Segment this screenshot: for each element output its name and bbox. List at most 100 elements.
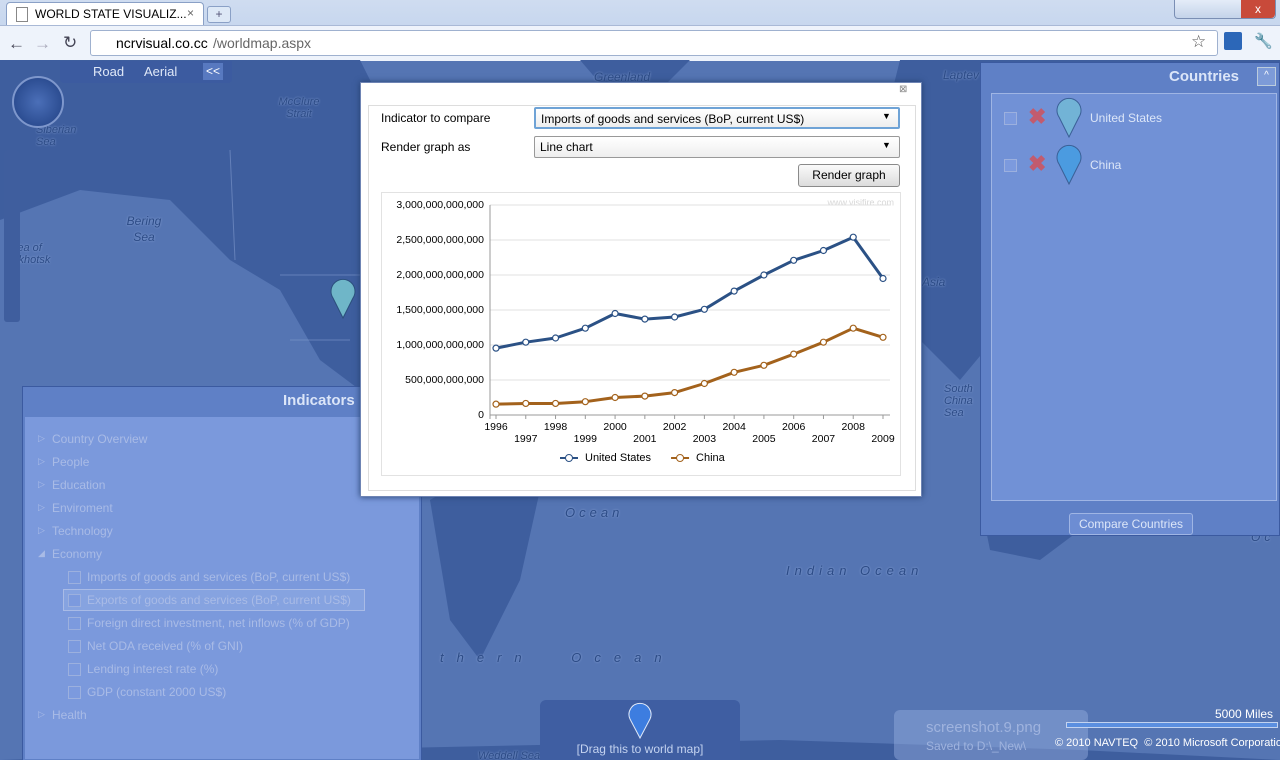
scale-bar (1066, 722, 1278, 728)
tree-arrow: ▷ (38, 709, 45, 719)
drag-hint: [Drag this to world map] (576, 742, 704, 756)
url-domain: ncrvisual.co.cc (116, 35, 208, 51)
indicator-item[interactable]: Foreign direct investment, net inflows (… (87, 616, 350, 630)
tree-item[interactable]: Health (52, 708, 87, 722)
x-tick-label: 2003 (693, 433, 717, 445)
checkbox[interactable] (68, 594, 81, 607)
back-button[interactable]: ← (8, 34, 25, 53)
data-point (730, 368, 738, 376)
x-tick-label: 1997 (514, 433, 538, 445)
dialog-close[interactable]: ⊠ (899, 84, 908, 95)
wrench-menu[interactable]: 🔧 (1254, 33, 1273, 50)
legend-marker (676, 454, 685, 462)
tab-icon (16, 7, 28, 22)
indicator-item[interactable]: Imports of goods and services (BoP, curr… (87, 570, 351, 584)
tree-item[interactable]: Education (52, 478, 106, 492)
x-tick-label: 2006 (782, 421, 806, 433)
reload-button[interactable]: ↻ (63, 33, 78, 52)
legend-label: China (696, 452, 726, 464)
indicator-select[interactable]: Imports of goods and services (BoP, curr… (534, 107, 900, 129)
x-tick-label: 2002 (663, 421, 687, 433)
zoom-bar[interactable] (4, 150, 20, 322)
watermark: www.visifire.com (826, 197, 894, 207)
y-tick-label: 2,000,000,000,000 (396, 269, 484, 281)
indicators-panel: Indicators (22, 386, 422, 760)
collapse-button[interactable]: << (203, 63, 223, 80)
checkbox[interactable] (68, 663, 81, 676)
map-label: McClure Strait (278, 96, 320, 120)
checkbox[interactable] (68, 617, 81, 630)
series-line (495, 326, 884, 406)
road-button[interactable]: Road (93, 64, 125, 79)
tree-item[interactable]: Technology (52, 524, 113, 538)
tree-arrow: ▷ (38, 502, 45, 512)
checkbox[interactable] (68, 686, 81, 699)
map-style-bar: Road Aerial << (60, 61, 232, 83)
tab[interactable]: WORLD STATE VISUALIZ... × (6, 2, 204, 26)
indicator-item[interactable]: Lending interest rate (%) (87, 662, 219, 676)
map-label: Indian Ocean (786, 563, 924, 578)
tree-item[interactable]: People (52, 455, 90, 469)
country-pin (1056, 97, 1082, 139)
data-point (522, 399, 530, 408)
indicator-item[interactable]: GDP (constant 2000 US$) (87, 685, 227, 699)
download-icon[interactable] (1224, 32, 1242, 50)
indicator-item[interactable]: Exports of goods and services (BoP, curr… (87, 593, 351, 607)
new-tab[interactable]: + (207, 6, 231, 23)
forward-button[interactable]: → (34, 34, 51, 53)
data-point (492, 400, 500, 408)
tree-item[interactable]: Enviroment (52, 501, 113, 515)
checkbox[interactable] (1004, 159, 1017, 172)
data-point (641, 315, 649, 323)
countries-panel: Countries ^ ✖ United States ✖ China Comp… (980, 62, 1280, 536)
data-point (641, 392, 649, 400)
map-label: thern Ocean (440, 650, 675, 665)
compare-button[interactable]: Compare Countries (1069, 513, 1193, 535)
selected-row (63, 589, 365, 611)
download-file: screenshot.9.png (926, 719, 1042, 736)
dropdown-arrow: ▼ (882, 111, 891, 121)
country-name: United States (1090, 111, 1163, 125)
window-close[interactable]: x (1241, 0, 1275, 18)
checkbox[interactable] (1004, 112, 1017, 125)
checkbox[interactable] (68, 571, 81, 584)
tree-arrow: ▷ (38, 525, 45, 535)
download-notice[interactable]: screenshot.9.png Saved to D:\_New\ (894, 710, 1088, 760)
render-button[interactable]: Render graph (798, 164, 900, 187)
map-label: Weddell Sea (478, 750, 541, 760)
tree-item[interactable]: Economy (52, 547, 103, 561)
chart-type-select[interactable]: Line chart (534, 136, 900, 158)
indicator-item[interactable]: Net ODA received (% of GNI) (87, 639, 244, 653)
tree-item[interactable]: Country Overview (52, 432, 148, 446)
aerial-button[interactable]: Aerial (144, 64, 178, 79)
legend-marker (565, 454, 573, 462)
map-label: Ocean (565, 505, 624, 520)
bookmark-star[interactable]: ☆ (1191, 32, 1207, 51)
data-point (581, 398, 589, 406)
drag-box[interactable]: [Drag this to world map] (540, 700, 740, 760)
map-pin[interactable] (328, 278, 358, 320)
compass[interactable] (12, 76, 64, 128)
toolbar: ← → ↻ ncrvisual.co.cc/worldmap.aspx ☆ 🔧 (0, 25, 1280, 61)
x-tick-label: 2009 (871, 433, 895, 445)
y-tick-label: 1,500,000,000,000 (396, 304, 484, 316)
data-point (849, 233, 857, 241)
collapse-button[interactable]: ^ (1257, 67, 1276, 86)
field-label: Indicator to compare (381, 111, 491, 125)
x-tick-label: 2000 (603, 421, 627, 433)
remove-button[interactable]: ✖ (1028, 104, 1047, 129)
x-tick-label: 1999 (574, 433, 598, 445)
data-point (760, 271, 768, 279)
tab-close[interactable]: × (187, 6, 195, 20)
series-line (495, 235, 885, 350)
chart: www.visifire.com 0 500,000,000,000 1,000,0… (381, 192, 901, 476)
data-point (611, 393, 619, 402)
download-location: Saved to D:\_New\ (926, 739, 1027, 753)
address-bar[interactable]: ncrvisual.co.cc/worldmap.aspx ☆ (90, 30, 1218, 56)
x-tick-label: 1996 (484, 421, 508, 433)
y-tick-label: 0 (478, 409, 484, 421)
remove-button[interactable]: ✖ (1028, 151, 1047, 176)
checkbox[interactable] (68, 640, 81, 653)
drag-pin[interactable] (626, 700, 654, 740)
